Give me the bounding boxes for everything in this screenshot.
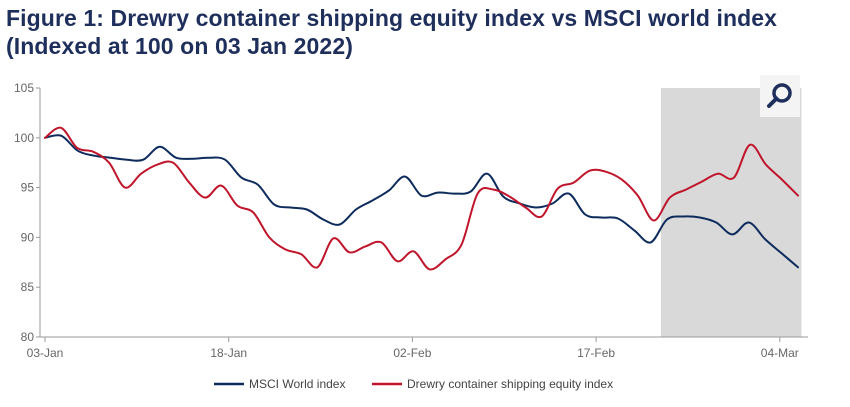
x-tick-label: 02-Feb: [393, 346, 431, 360]
chart-title-line-1: Figure 1: Drewry container shipping equi…: [6, 5, 778, 31]
y-tick-label: 90: [21, 230, 35, 244]
msci-world-index-line: [44, 134, 799, 269]
chart-title-line-2: (Indexed at 100 on 03 Jan 2022): [6, 33, 353, 59]
chart-title: Figure 1: Drewry container shipping equi…: [6, 4, 846, 60]
y-tick-label: 80: [21, 330, 35, 344]
legend-label: Drewry container shipping equity index: [407, 377, 613, 391]
y-tick-label: 85: [21, 280, 35, 294]
legend-label: MSCI World index: [249, 377, 345, 391]
magnifier-icon: [767, 83, 792, 108]
x-tick-label: 17-Feb: [577, 346, 615, 360]
y-tick-label: 95: [21, 181, 35, 195]
x-tick-label: 04-Mar: [761, 346, 799, 360]
highlight-band: [660, 88, 802, 337]
drewry-equity-index-line: [44, 126, 799, 271]
y-tick-label: 105: [14, 81, 34, 95]
x-tick-label: 18-Jan: [210, 346, 247, 360]
y-tick-label: 100: [14, 131, 34, 145]
x-tick-label: 03-Jan: [27, 346, 64, 360]
zoom-button[interactable]: [760, 75, 800, 117]
